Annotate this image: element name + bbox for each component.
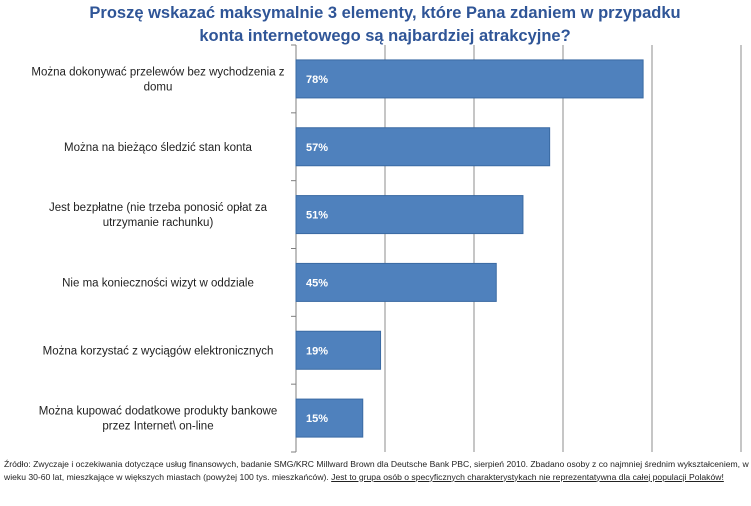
chart-title: Proszę wskazać maksymalnie 3 elementy, k… <box>40 2 730 48</box>
bar <box>295 127 551 167</box>
category-label: Można kupować dodatkowe produkty bankowe… <box>39 406 277 433</box>
bar <box>295 398 364 438</box>
data-label: 45% <box>306 277 328 289</box>
source-disclaimer: Jest to grupa osób o specyficznych chara… <box>331 471 724 482</box>
bar <box>295 262 497 302</box>
category-label-line: Można na bieżąco śledzić stan konta <box>64 142 253 154</box>
data-label: 78% <box>306 74 328 86</box>
bar <box>295 330 382 370</box>
source-note: Źródło: Zwyczaje i oczekiwania dotyczące… <box>4 458 749 483</box>
data-label: 15% <box>306 413 328 425</box>
category-label: Można dokonywać przelewów bez wychodzeni… <box>31 66 284 93</box>
data-label: 19% <box>306 345 328 357</box>
category-label-line: Jest bezpłatne (nie trzeba ponosić opłat… <box>49 202 268 214</box>
data-label: 57% <box>306 142 328 154</box>
category-label-line: utrzymanie rachunku) <box>103 217 214 229</box>
category-label-line: Można dokonywać przelewów bez wychodzeni… <box>31 66 284 78</box>
category-label-line: przez Internet\ on-line <box>102 421 213 433</box>
category-label-line: Można korzystać z wyciągów elektroniczny… <box>43 345 274 357</box>
category-label: Można korzystać z wyciągów elektroniczny… <box>43 345 274 357</box>
category-label-line: domu <box>144 81 173 93</box>
bar <box>295 59 644 99</box>
bar <box>295 195 524 235</box>
data-label: 51% <box>306 210 328 222</box>
category-label-line: Nie ma konieczności wizyt w oddziale <box>62 277 254 289</box>
source-text: Źródło: Zwyczaje i oczekiwania dotyczące… <box>4 459 749 482</box>
chart-title-line2: konta internetowego są najbardziej atrak… <box>199 27 571 45</box>
chart-title-line1: Proszę wskazać maksymalnie 3 elementy, k… <box>89 4 681 22</box>
category-label: Można na bieżąco śledzić stan konta <box>64 142 253 154</box>
category-label: Jest bezpłatne (nie trzeba ponosić opłat… <box>49 202 268 229</box>
category-label: Nie ma konieczności wizyt w oddziale <box>62 277 254 289</box>
category-label-line: Można kupować dodatkowe produkty bankowe <box>39 406 277 418</box>
